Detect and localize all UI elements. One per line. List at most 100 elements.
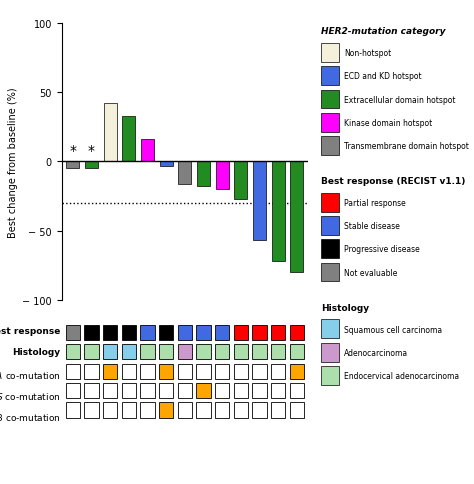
FancyBboxPatch shape [271, 403, 285, 418]
Text: Non-hotspot: Non-hotspot [344, 49, 392, 58]
FancyBboxPatch shape [103, 325, 117, 340]
FancyBboxPatch shape [321, 194, 339, 212]
Text: *: * [88, 144, 95, 158]
Text: Transmembrane domain hotspot: Transmembrane domain hotspot [344, 142, 469, 151]
Bar [104, 104, 117, 162]
FancyBboxPatch shape [290, 364, 304, 379]
FancyBboxPatch shape [140, 383, 155, 398]
FancyBboxPatch shape [103, 345, 117, 360]
FancyBboxPatch shape [215, 383, 229, 398]
Text: $\it{KRAS}$ co-mutation: $\it{KRAS}$ co-mutation [0, 390, 60, 401]
FancyBboxPatch shape [234, 383, 248, 398]
FancyBboxPatch shape [321, 240, 339, 259]
FancyBboxPatch shape [253, 383, 267, 398]
FancyBboxPatch shape [122, 383, 136, 398]
FancyBboxPatch shape [215, 345, 229, 360]
FancyBboxPatch shape [234, 345, 248, 360]
FancyBboxPatch shape [321, 91, 339, 109]
FancyBboxPatch shape [178, 383, 192, 398]
FancyBboxPatch shape [178, 325, 192, 340]
Text: Squamous cell carcinoma: Squamous cell carcinoma [344, 325, 442, 334]
Bar [216, 162, 229, 190]
FancyBboxPatch shape [196, 345, 210, 360]
FancyBboxPatch shape [84, 383, 99, 398]
Bar [85, 162, 98, 169]
FancyBboxPatch shape [215, 403, 229, 418]
FancyBboxPatch shape [321, 263, 339, 282]
FancyBboxPatch shape [253, 364, 267, 379]
FancyBboxPatch shape [66, 403, 80, 418]
FancyBboxPatch shape [271, 383, 285, 398]
FancyBboxPatch shape [84, 325, 99, 340]
FancyBboxPatch shape [321, 343, 339, 362]
FancyBboxPatch shape [66, 383, 80, 398]
FancyBboxPatch shape [159, 383, 173, 398]
Text: Extracellular domain hotspot: Extracellular domain hotspot [344, 95, 456, 105]
Text: Not evaluable: Not evaluable [344, 268, 398, 277]
FancyBboxPatch shape [122, 403, 136, 418]
FancyBboxPatch shape [196, 383, 210, 398]
FancyBboxPatch shape [253, 325, 267, 340]
FancyBboxPatch shape [159, 364, 173, 379]
Bar [291, 162, 303, 272]
FancyBboxPatch shape [215, 364, 229, 379]
Text: Histology: Histology [12, 348, 60, 356]
Text: $\it{TP53}$ co-mutation: $\it{TP53}$ co-mutation [0, 411, 60, 423]
FancyBboxPatch shape [178, 364, 192, 379]
Text: Histology: Histology [321, 303, 369, 312]
FancyBboxPatch shape [253, 345, 267, 360]
FancyBboxPatch shape [178, 403, 192, 418]
Text: Stable disease: Stable disease [344, 222, 400, 231]
Text: Endocervical adenocarcinoma: Endocervical adenocarcinoma [344, 371, 459, 380]
Bar [197, 162, 210, 187]
Text: Best response (RECIST v1.1): Best response (RECIST v1.1) [321, 177, 465, 186]
FancyBboxPatch shape [66, 364, 80, 379]
FancyBboxPatch shape [321, 320, 339, 339]
FancyBboxPatch shape [271, 364, 285, 379]
FancyBboxPatch shape [122, 325, 136, 340]
FancyBboxPatch shape [290, 403, 304, 418]
FancyBboxPatch shape [178, 345, 192, 360]
FancyBboxPatch shape [122, 345, 136, 360]
FancyBboxPatch shape [321, 44, 339, 63]
FancyBboxPatch shape [234, 364, 248, 379]
FancyBboxPatch shape [215, 325, 229, 340]
FancyBboxPatch shape [321, 366, 339, 385]
FancyBboxPatch shape [66, 345, 80, 360]
FancyBboxPatch shape [103, 403, 117, 418]
Bar [141, 140, 154, 162]
FancyBboxPatch shape [290, 325, 304, 340]
FancyBboxPatch shape [290, 383, 304, 398]
FancyBboxPatch shape [159, 345, 173, 360]
Bar [178, 162, 191, 184]
FancyBboxPatch shape [159, 403, 173, 418]
FancyBboxPatch shape [122, 364, 136, 379]
Bar [66, 162, 79, 169]
FancyBboxPatch shape [196, 403, 210, 418]
FancyBboxPatch shape [140, 325, 155, 340]
FancyBboxPatch shape [234, 403, 248, 418]
Bar [272, 162, 285, 261]
FancyBboxPatch shape [253, 403, 267, 418]
FancyBboxPatch shape [234, 325, 248, 340]
FancyBboxPatch shape [140, 345, 155, 360]
Text: HER2-mutation category: HER2-mutation category [321, 27, 445, 36]
FancyBboxPatch shape [84, 364, 99, 379]
FancyBboxPatch shape [321, 113, 339, 133]
FancyBboxPatch shape [140, 364, 155, 379]
FancyBboxPatch shape [271, 325, 285, 340]
FancyBboxPatch shape [84, 345, 99, 360]
FancyBboxPatch shape [84, 403, 99, 418]
Bar [234, 162, 247, 199]
FancyBboxPatch shape [321, 136, 339, 155]
FancyBboxPatch shape [290, 345, 304, 360]
FancyBboxPatch shape [321, 67, 339, 86]
FancyBboxPatch shape [103, 364, 117, 379]
Bar [160, 162, 173, 166]
Bar [253, 162, 266, 241]
Text: Kinase domain hotspot: Kinase domain hotspot [344, 119, 432, 128]
Text: $\it{PIK3CA}$ co-mutation: $\it{PIK3CA}$ co-mutation [0, 369, 60, 380]
FancyBboxPatch shape [103, 383, 117, 398]
Text: *: * [69, 144, 76, 158]
FancyBboxPatch shape [66, 325, 80, 340]
